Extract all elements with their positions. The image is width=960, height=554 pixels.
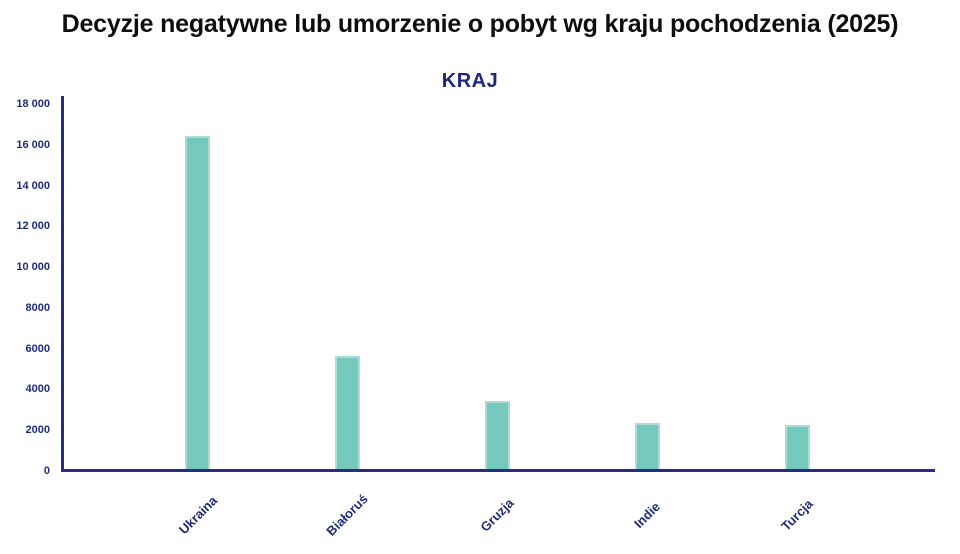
plot-area: [62, 104, 935, 471]
x-tick-label-ukraina: Ukraina: [175, 492, 220, 538]
y-tick-label: 14 000: [16, 179, 50, 192]
y-tick-label: 8000: [25, 301, 50, 314]
bar-bia-oru-: [334, 356, 360, 471]
chart-title: Decyzje negatywne lub umorzenie o pobyt …: [61, 10, 899, 38]
bar-indie: [634, 423, 660, 471]
bar-gruzja: [484, 401, 510, 471]
y-tick-label: 4000: [25, 383, 50, 396]
x-axis-title: KRAJ: [441, 70, 499, 92]
y-tick-label: 0: [43, 465, 50, 477]
x-axis-line: [61, 469, 935, 472]
x-tick-label-indie: Indie: [631, 498, 664, 532]
x-tick-label-bia-oru-: Białoruś: [323, 491, 372, 539]
y-tick-label: 18 000: [16, 98, 50, 110]
y-tick-label: 2000: [25, 424, 50, 437]
y-tick-label: 6000: [25, 342, 50, 355]
y-tick-label: 16 000: [16, 138, 50, 151]
y-tick-label: 10 000: [16, 261, 50, 274]
y-tick-label: 12 000: [16, 220, 50, 233]
x-tick-label-gruzja: Gruzja: [477, 495, 517, 535]
bar-turcja: [784, 425, 810, 471]
bar-ukraina: [185, 136, 210, 471]
y-axis-line: [61, 96, 64, 472]
x-tick-label-turcja: Turcja: [778, 496, 816, 534]
